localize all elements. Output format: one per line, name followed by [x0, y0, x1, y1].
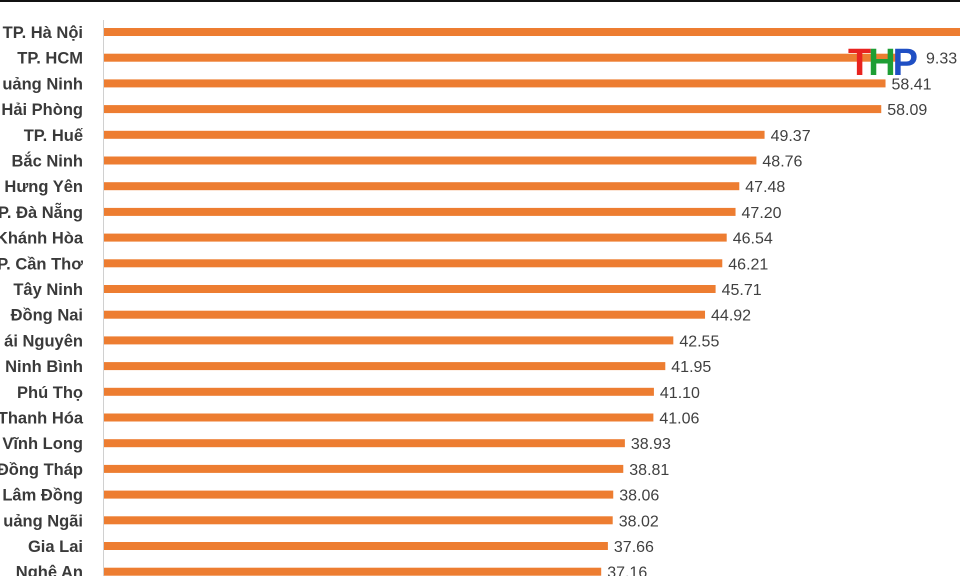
bar — [104, 285, 716, 293]
value-label: 41.95 — [671, 359, 711, 376]
category-label: Bắc Ninh — [11, 152, 83, 171]
category-label: Thanh Hóa — [0, 410, 84, 428]
category-label: Nghệ An — [16, 564, 83, 576]
bar — [104, 259, 723, 268]
value-label: 38.02 — [619, 513, 659, 530]
bar — [104, 207, 736, 216]
category-label: P. Cần Thơ — [0, 255, 83, 273]
value-label: 41.06 — [659, 411, 699, 428]
top-border — [0, 0, 960, 2]
bar — [104, 233, 727, 242]
value-label: 37.66 — [614, 539, 654, 556]
bar — [104, 28, 960, 36]
value-label: 37.16 — [607, 565, 647, 576]
category-label: Phú Thọ — [17, 384, 83, 402]
bar — [104, 490, 614, 499]
category-label: Ninh Bình — [5, 358, 83, 376]
value-label: 41.10 — [660, 385, 700, 402]
category-label: Đồng Nai — [11, 307, 83, 325]
value-label: 58.09 — [887, 102, 927, 119]
category-label: Khánh Hòa — [0, 230, 84, 248]
category-label: Tây Ninh — [13, 281, 83, 299]
bar — [104, 387, 654, 396]
bar — [104, 182, 740, 191]
value-label: 38.06 — [619, 488, 659, 505]
category-label: uảng Ninh — [2, 75, 83, 93]
bar — [104, 79, 886, 88]
bar — [104, 439, 625, 448]
bar — [104, 542, 608, 550]
category-label: uảng Ngãi — [3, 512, 83, 530]
value-label: 45.71 — [722, 282, 762, 299]
bar — [104, 105, 882, 114]
category-label: ái Nguyên — [4, 332, 83, 350]
bar — [104, 516, 613, 525]
value-label: 49.37 — [771, 128, 811, 145]
bar — [104, 53, 898, 62]
category-label: Vĩnh Long — [2, 435, 83, 453]
category-label: TP. Hà Nội — [3, 24, 83, 42]
value-label: 58.41 — [892, 76, 932, 93]
value-label: 44.92 — [711, 308, 751, 325]
value-label: 42.55 — [679, 333, 719, 350]
bar — [104, 413, 654, 422]
bar — [104, 130, 765, 139]
value-label: 47.48 — [745, 179, 785, 196]
category-label: P. Đà Nẵng — [0, 202, 83, 222]
value-label: 48.76 — [762, 154, 802, 171]
value-label: 9.33 — [926, 51, 957, 68]
bar — [104, 156, 757, 165]
category-label: Hưng Yên — [4, 178, 83, 196]
bar — [104, 567, 602, 576]
value-label: 38.81 — [629, 462, 669, 479]
bar — [104, 464, 624, 473]
value-label: 38.93 — [631, 436, 671, 453]
category-label: TP. HCM — [17, 50, 83, 68]
value-label: 46.21 — [728, 256, 768, 273]
category-label: Gia Lai — [28, 538, 83, 556]
category-label: Hải Phòng — [1, 101, 83, 119]
category-label: Đồng Tháp — [0, 461, 83, 479]
thp-logo: THP — [848, 42, 918, 84]
category-label: Lâm Đồng — [2, 487, 83, 505]
value-label: 47.20 — [742, 205, 782, 222]
category-label: TP. Huế — [24, 127, 84, 145]
value-label: 46.54 — [733, 231, 773, 248]
bar — [104, 310, 706, 319]
bar — [104, 362, 666, 371]
bar — [104, 336, 674, 345]
